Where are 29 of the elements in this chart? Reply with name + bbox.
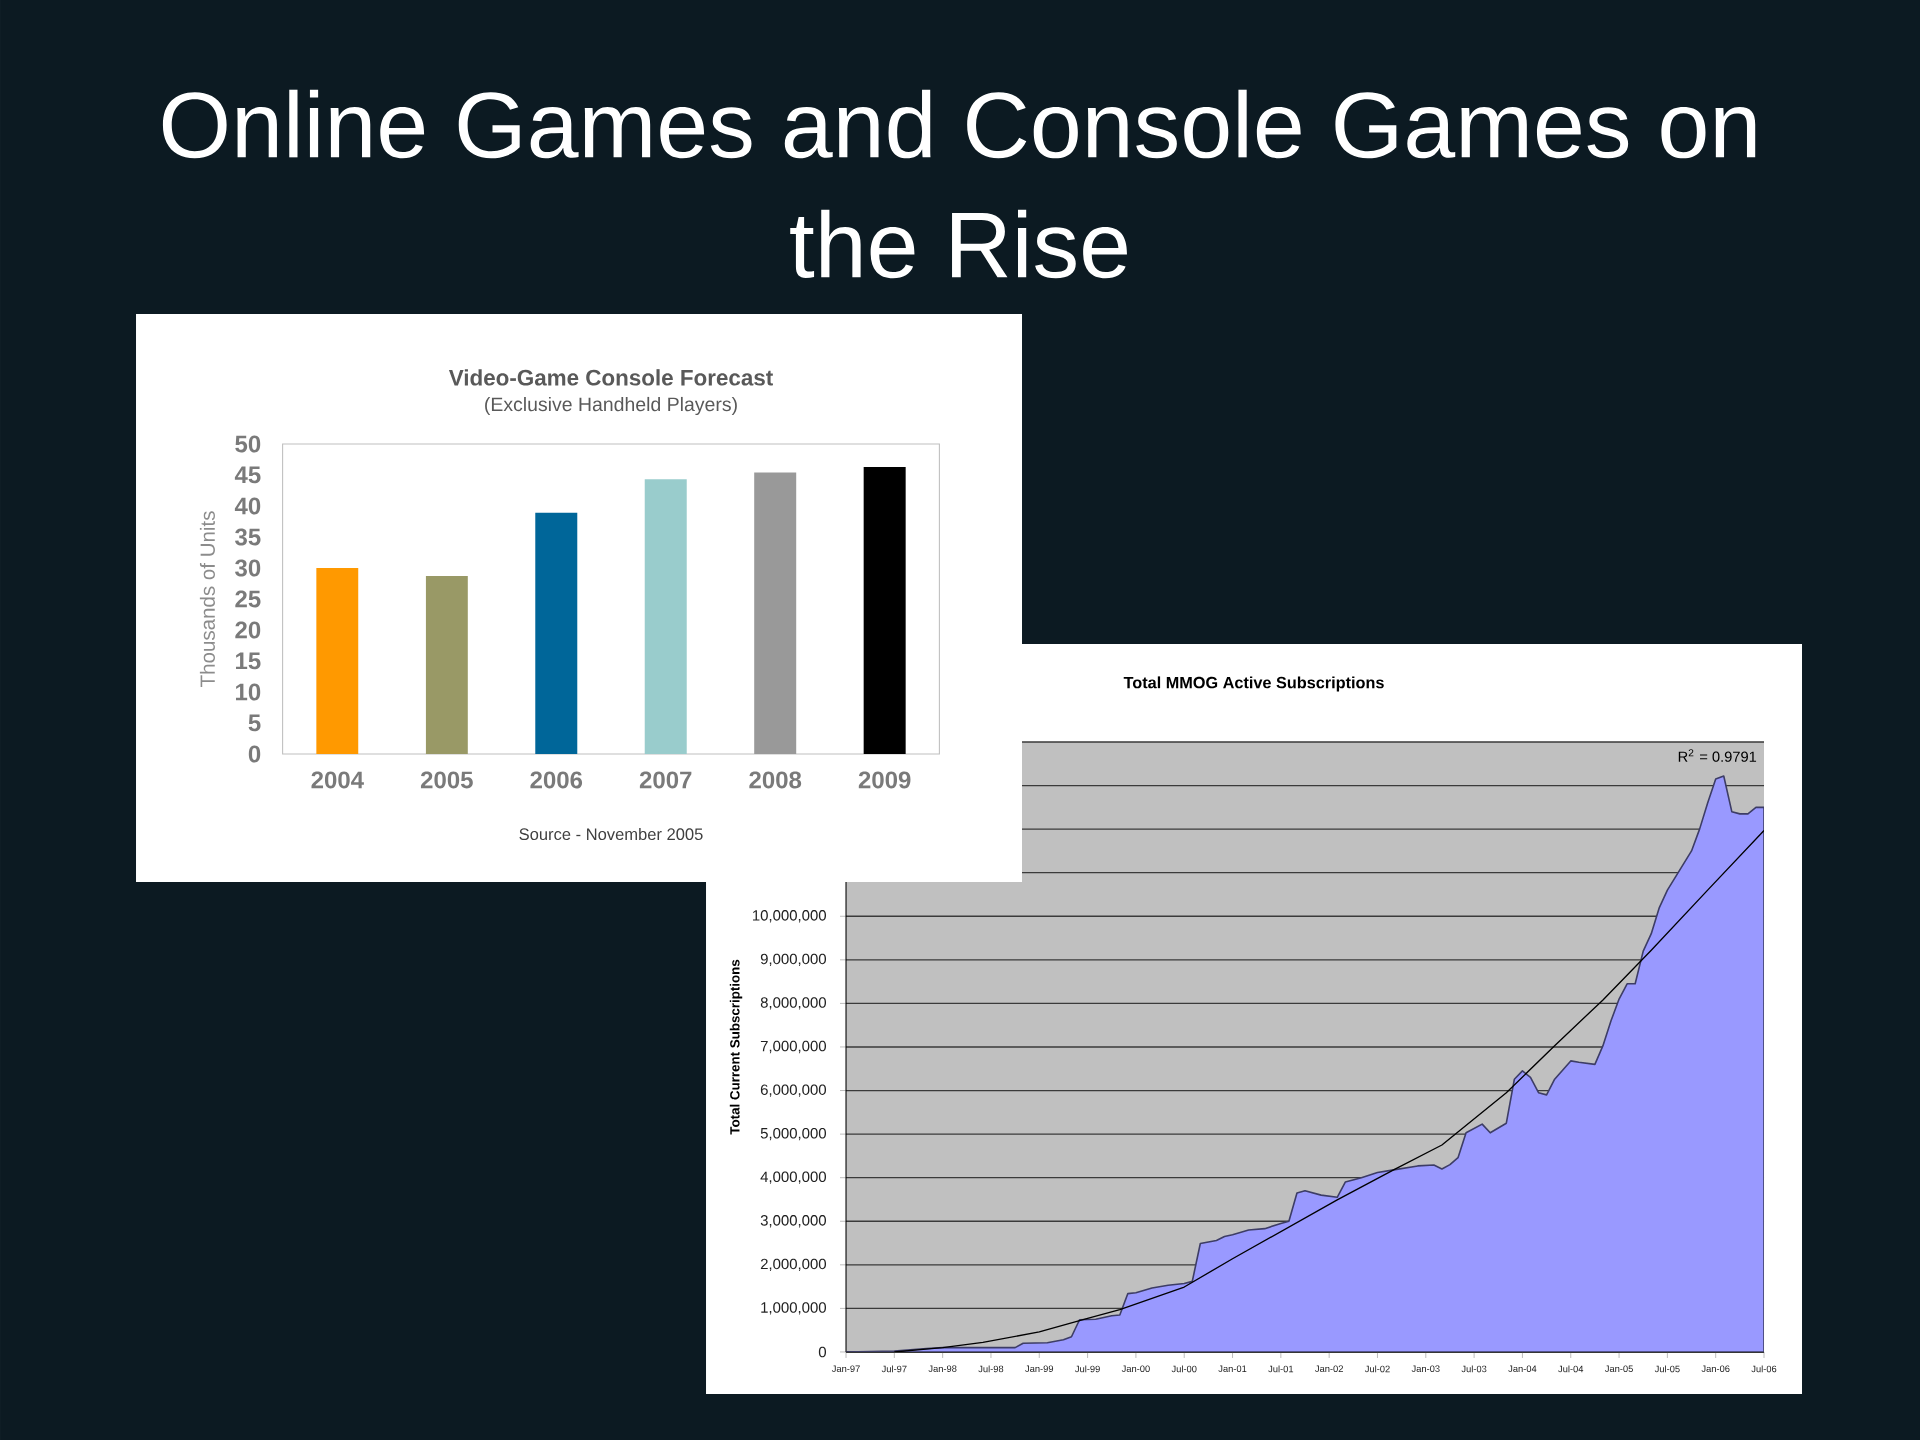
x-tick-label: 2004: [311, 771, 364, 789]
y-tick-label: 0: [248, 745, 261, 763]
y-tick-label: 20: [235, 621, 261, 639]
y-tick-label: 40: [234, 497, 261, 515]
y-tick-label: 45: [234, 466, 261, 484]
x-tick-label: 2006: [530, 771, 583, 789]
y-axis-title: Thousands of Units: [199, 511, 215, 687]
bar: [316, 567, 359, 754]
bar: [863, 466, 906, 754]
chart-subtitle: (Exclusive Handheld Players): [485, 396, 737, 416]
x-tick-label: 2009: [858, 771, 911, 789]
y-tick-label: 35: [235, 528, 261, 546]
x-tick-label: 2008: [749, 771, 802, 789]
y-tick-label: 10: [236, 683, 261, 701]
x-tick-label: 2005: [420, 771, 473, 789]
y-tick-label: 15: [236, 652, 261, 670]
y-tick-label: 5: [248, 714, 261, 732]
bar: [425, 576, 468, 754]
x-tick-label: 2007: [639, 771, 692, 789]
y-tick-label: 30: [235, 559, 261, 577]
text: Online Games and Console Games on the Rise: [162, 89, 1756, 279]
source-note: Source - November 2005: [519, 827, 703, 841]
y-tick-label: 50: [235, 435, 261, 453]
bar: [754, 472, 797, 754]
chart-title: Video-Game Console Forecast: [448, 369, 773, 386]
bar: [535, 512, 578, 754]
y-tick-label: 25: [235, 590, 261, 608]
bar: [644, 479, 687, 754]
chart-title: Total MMOG Active Subscriptions: [1123, 676, 1384, 692]
